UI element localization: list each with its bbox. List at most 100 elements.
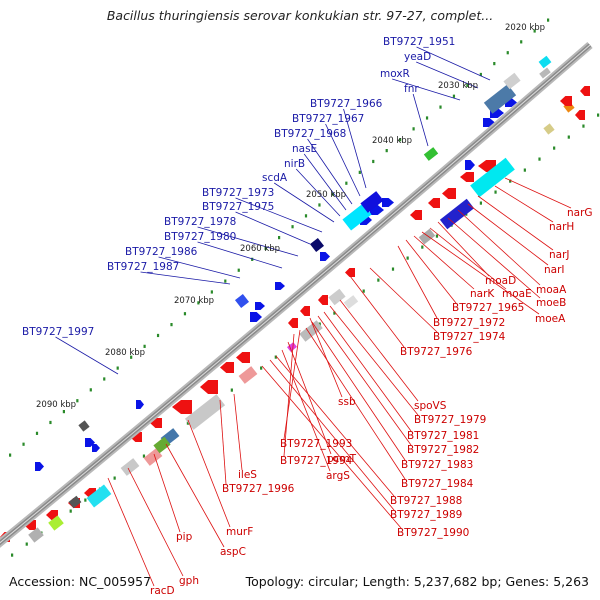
reverse-leader-line [275,355,395,497]
inner-tick-mark [479,201,482,205]
forward-leader-line [295,168,341,217]
outer-tick-mark [89,388,92,392]
reverse-gene-block [184,394,226,430]
forward-gene-label: yeaD [404,51,431,63]
forward-gene-label: BT9727_1997 [22,326,94,338]
reverse-gene-block [287,342,297,352]
forward-gene-block [538,55,552,69]
reverse-gene-arrow [288,318,298,328]
forward-gene-block [423,147,439,161]
forward-leader-line [197,226,299,257]
reverse-gene-block [86,484,112,508]
reverse-leader-line [405,239,457,304]
outer-tick-mark [493,62,496,66]
reverse-leader-line [397,245,438,319]
inner-tick-mark [509,179,512,183]
forward-gene-label: nasE [292,143,317,155]
reverse-gene-arrow [300,306,310,316]
outer-tick-mark [399,138,402,142]
reverse-gene-label: BT9727_1994 [280,455,353,467]
forward-leader-line [197,241,283,269]
tick-label: 2050 kbp [306,190,346,200]
reverse-gene-block [343,295,359,309]
map-title: Bacillus thuringiensis serovar konkukian… [106,8,494,23]
forward-leader-line [412,93,429,147]
forward-leader-line [303,153,347,211]
forward-gene-block [234,293,250,309]
outer-tick-mark [224,279,227,283]
inner-tick-mark [230,388,233,392]
forward-gene-label: BT9727_1968 [274,128,346,140]
inner-tick-mark [113,476,116,480]
reverse-gene-arrow [236,352,250,363]
reverse-gene-arrow [410,210,422,220]
reverse-gene-label: racD [150,585,175,597]
forward-leader-line [235,211,311,245]
outer-tick-mark [452,94,456,98]
tick-label: 2080 kbp [105,348,145,358]
inner-tick-mark [406,256,409,260]
reverse-gene-label: moeA [535,313,566,325]
outer-tick-mark [130,355,133,359]
outer-tick-mark [237,268,240,272]
forward-gene-label: BT9727_1986 [125,246,198,258]
reverse-gene-label: BT9727_1983 [401,459,473,471]
reverse-gene-label: BT9727_1972 [433,317,505,329]
reverse-gene-arrow [460,172,474,182]
forward-gene-arrow [465,160,475,170]
forward-gene-block [539,67,551,79]
outer-tick-mark [506,51,509,55]
forward-leader-line [416,61,479,89]
reverse-gene-label: moaE [502,288,532,300]
outer-tick-mark [278,236,281,240]
outer-tick-mark [372,159,375,164]
reverse-gene-label: BT9727_1974 [433,331,506,343]
inner-tick-mark [553,146,556,150]
forward-gene-block [503,72,521,90]
reverse-leader-line [429,227,507,290]
reverse-leader-line [339,299,419,402]
forward-gene-arrow [92,444,100,452]
reverse-leader-line [413,235,475,290]
outer-tick-mark [318,203,321,207]
inner-tick-mark [523,168,526,172]
reverse-gene-label: argS [326,470,350,482]
forward-gene-arrow [275,282,285,290]
reverse-leader-line [233,393,243,471]
reverse-gene-arrow [428,198,440,208]
forward-gene-block [360,191,384,213]
reverse-gene-arrow [200,380,218,394]
forward-gene-label: moxR [380,68,410,80]
forward-gene-block [78,420,90,432]
reverse-gene-block [143,448,163,466]
reverse-leader-line [421,231,540,315]
inner-tick-mark [25,542,28,546]
outer-tick-mark [116,366,119,370]
outer-tick-mark [103,377,106,381]
reverse-gene-block [470,157,515,198]
forward-leader-line [325,123,361,197]
reverse-gene-arrow [220,362,234,373]
outer-tick-mark [412,127,415,131]
reverse-gene-label: aspC [220,546,246,558]
outer-tick-mark [466,83,469,87]
reverse-gene-label: narG [567,207,593,219]
forward-gene-block [342,203,372,231]
tick-label: 2020 kbp [505,23,545,33]
outer-tick-mark [62,410,65,414]
outer-tick-mark [547,18,550,22]
reverse-gene-label: BT9727_1996 [222,483,295,495]
reverse-leader-line [261,365,402,529]
forward-leader-line [140,271,231,285]
outer-tick-mark [264,246,267,251]
reverse-leader-line [309,317,343,398]
forward-gene-block [309,237,325,253]
outer-tick-mark [210,290,213,294]
inner-tick-mark [69,509,72,513]
backbone-highlight [0,44,591,544]
forward-gene-block [543,123,555,135]
reverse-leader-line [187,419,231,528]
outer-tick-mark [170,323,173,327]
reverse-gene-label: BT9727_1993 [280,438,352,450]
